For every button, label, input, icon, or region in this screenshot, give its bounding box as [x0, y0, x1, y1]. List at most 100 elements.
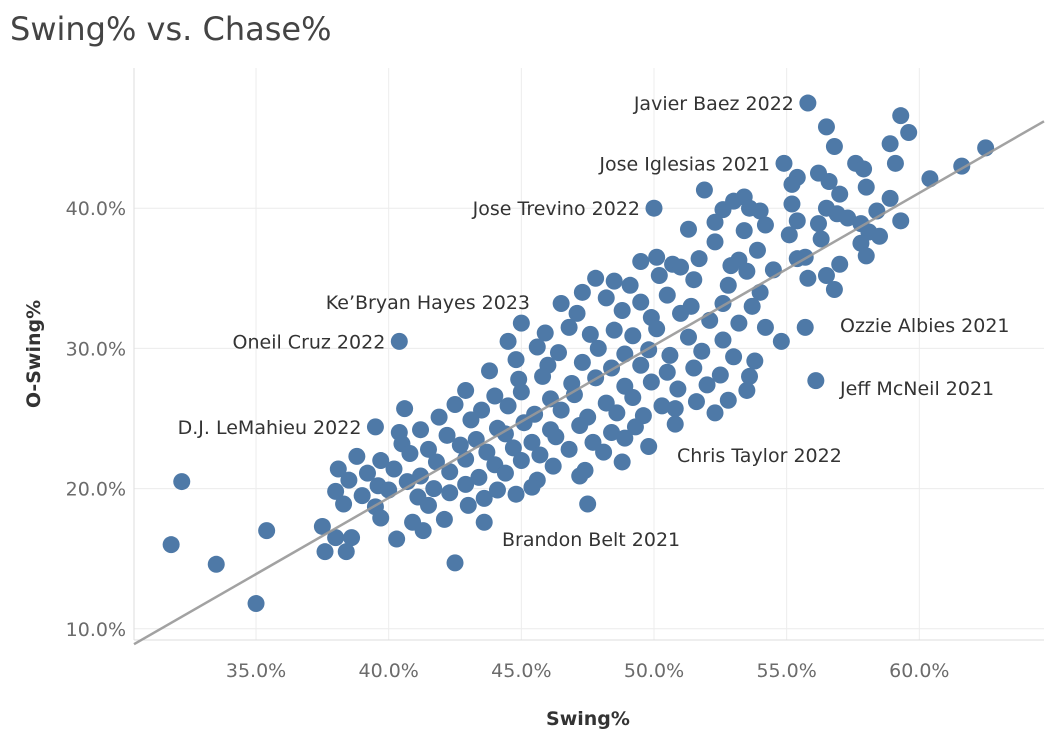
x-tick-label: 60.0% — [889, 660, 949, 682]
data-point — [820, 173, 838, 191]
data-point — [796, 318, 814, 336]
y-tick-label: 40.0% — [66, 198, 126, 220]
data-point — [722, 257, 740, 275]
data-point — [807, 372, 825, 390]
data-point — [881, 189, 899, 207]
data-point — [775, 154, 793, 172]
data-point — [396, 400, 414, 418]
data-point — [886, 154, 904, 172]
data-point — [552, 401, 570, 419]
data-point — [595, 443, 613, 461]
data-point — [573, 353, 591, 371]
data-point — [412, 467, 430, 485]
data-point — [605, 321, 623, 339]
data-point — [783, 195, 801, 213]
data-point — [162, 536, 180, 554]
data-point — [871, 227, 889, 245]
data-point — [799, 269, 817, 287]
data-point — [579, 495, 597, 513]
data-point — [372, 452, 390, 470]
data-point — [488, 481, 506, 499]
data-point — [605, 272, 623, 290]
data-point — [741, 367, 759, 385]
data-point — [672, 304, 690, 322]
data-point — [496, 464, 514, 482]
point-annotation: Brandon Belt 2021 — [502, 529, 680, 551]
data-point — [855, 160, 873, 178]
data-point — [788, 250, 806, 268]
data-point — [348, 447, 366, 465]
data-point — [881, 135, 899, 153]
data-point — [608, 404, 626, 422]
x-tick-label: 40.0% — [359, 660, 419, 682]
data-point — [478, 443, 496, 461]
data-point — [725, 348, 743, 366]
data-point — [687, 393, 705, 411]
data-point — [788, 212, 806, 230]
data-point — [571, 417, 589, 434]
data-point — [738, 262, 756, 280]
data-point — [648, 248, 666, 266]
data-point — [504, 439, 522, 457]
data-point — [441, 463, 459, 481]
y-axis-title: O-Swing% — [23, 300, 45, 408]
point-annotation: D.J. LeMahieu 2022 — [178, 417, 362, 439]
data-point — [335, 495, 353, 513]
data-point — [258, 522, 276, 540]
data-point — [746, 352, 764, 370]
data-point — [825, 138, 843, 156]
data-point — [523, 478, 541, 496]
data-point — [658, 363, 676, 381]
data-point — [719, 276, 737, 294]
data-point — [457, 475, 475, 493]
data-point — [695, 181, 713, 199]
data-point — [499, 332, 517, 350]
data-points — [162, 94, 995, 613]
data-point — [366, 418, 384, 436]
data-point — [616, 345, 634, 363]
data-point — [616, 429, 634, 447]
x-tick-label: 45.0% — [491, 660, 551, 682]
data-point — [528, 338, 546, 356]
data-point — [343, 529, 361, 547]
data-point — [481, 362, 499, 380]
point-annotation: Javier Baez 2022 — [633, 93, 794, 115]
data-point — [372, 509, 390, 527]
data-point — [698, 376, 716, 394]
data-point — [730, 314, 748, 332]
data-point — [693, 342, 711, 360]
data-point — [685, 271, 703, 289]
data-point — [446, 554, 464, 572]
data-point — [719, 391, 737, 409]
data-point — [685, 359, 703, 377]
trend-line — [133, 120, 1045, 646]
data-point — [738, 381, 756, 399]
data-point — [358, 464, 376, 482]
data-point — [780, 226, 798, 244]
data-point — [459, 496, 477, 514]
data-point — [512, 383, 530, 401]
y-tick-label: 30.0% — [66, 338, 126, 360]
data-point — [783, 175, 801, 193]
data-point — [799, 94, 817, 112]
data-point — [679, 328, 697, 346]
data-point — [624, 388, 642, 406]
data-point — [632, 356, 650, 374]
data-point — [581, 325, 599, 343]
data-point — [825, 281, 843, 299]
data-point — [658, 286, 676, 304]
data-point — [892, 212, 910, 230]
data-point — [462, 411, 480, 429]
data-point — [706, 213, 724, 231]
data-point — [327, 529, 345, 547]
data-point — [507, 485, 525, 503]
point-annotation: Jose Trevino 2022 — [472, 198, 640, 220]
point-annotation: Ke’Bryan Hayes 2023 — [326, 292, 530, 314]
data-point — [690, 250, 708, 268]
data-point — [839, 209, 857, 227]
data-point — [552, 295, 570, 313]
data-point — [475, 489, 493, 507]
data-point — [536, 324, 554, 342]
data-point — [714, 331, 732, 349]
data-point — [438, 426, 456, 444]
